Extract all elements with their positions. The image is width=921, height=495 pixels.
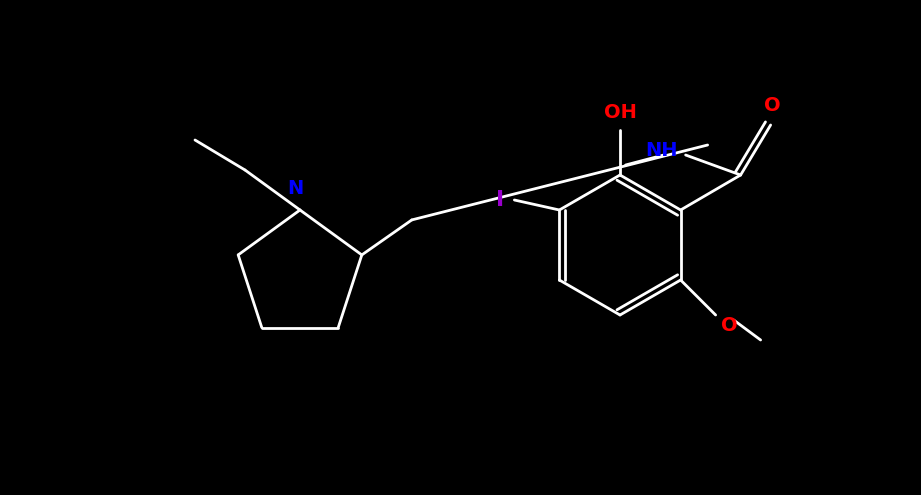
Text: I: I [496,190,505,210]
Text: N: N [286,179,303,198]
Text: OH: OH [603,103,636,122]
Text: O: O [764,96,781,115]
Text: NH: NH [645,141,678,159]
Text: O: O [720,315,737,335]
